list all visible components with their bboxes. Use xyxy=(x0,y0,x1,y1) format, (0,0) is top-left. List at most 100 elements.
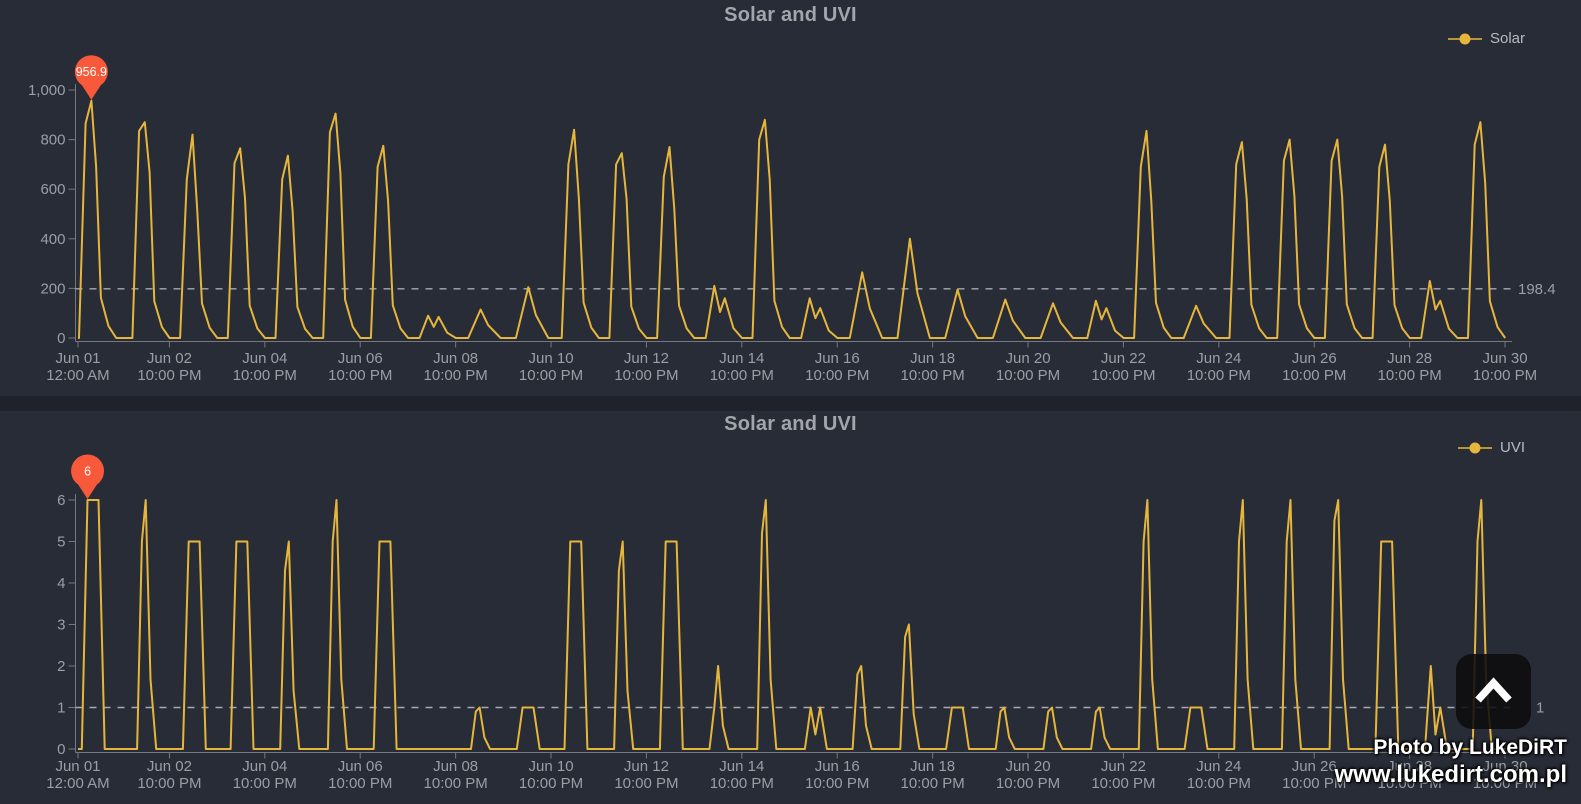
uvi-legend[interactable]: UVI xyxy=(1457,439,1525,456)
scroll-to-top-button[interactable] xyxy=(1456,654,1531,729)
y-axis: 0 200 400 600 800 1,000 xyxy=(28,82,76,347)
svg-text:10:00 PM: 10:00 PM xyxy=(805,775,869,792)
svg-text:Jun 16: Jun 16 xyxy=(815,758,860,775)
svg-text:0: 0 xyxy=(57,330,65,347)
legend-marker-icon xyxy=(1457,442,1493,454)
panel-divider xyxy=(0,396,1581,411)
svg-text:Jun 01: Jun 01 xyxy=(55,350,100,367)
svg-text:1: 1 xyxy=(57,700,65,717)
watermark-url: www.lukedirt.com.pl xyxy=(1334,760,1567,788)
svg-text:2: 2 xyxy=(57,658,65,675)
svg-text:10:00 PM: 10:00 PM xyxy=(137,775,201,792)
legend-marker-icon xyxy=(1447,33,1483,45)
svg-text:400: 400 xyxy=(40,231,65,248)
legend-label: Solar xyxy=(1489,30,1525,47)
svg-text:10:00 PM: 10:00 PM xyxy=(424,775,488,792)
svg-text:10:00 PM: 10:00 PM xyxy=(233,367,297,384)
svg-text:10:00 PM: 10:00 PM xyxy=(328,367,392,384)
svg-text:10:00 PM: 10:00 PM xyxy=(614,367,678,384)
svg-text:Jun 02: Jun 02 xyxy=(147,758,192,775)
svg-text:Jun 04: Jun 04 xyxy=(242,758,287,775)
reference-line-label: 1 xyxy=(1536,700,1544,717)
svg-text:Jun 20: Jun 20 xyxy=(1006,350,1051,367)
svg-text:Jun 12: Jun 12 xyxy=(624,758,669,775)
svg-text:Jun 30: Jun 30 xyxy=(1483,350,1528,367)
svg-text:10:00 PM: 10:00 PM xyxy=(424,367,488,384)
svg-text:Jun 06: Jun 06 xyxy=(338,350,383,367)
solar-legend[interactable]: Solar xyxy=(1447,30,1525,47)
svg-text:1,000: 1,000 xyxy=(28,82,66,99)
svg-text:Jun 02: Jun 02 xyxy=(147,350,192,367)
svg-text:10:00 PM: 10:00 PM xyxy=(1091,367,1155,384)
svg-text:Jun 08: Jun 08 xyxy=(433,350,478,367)
svg-text:Jun 10: Jun 10 xyxy=(529,758,574,775)
svg-text:800: 800 xyxy=(40,132,65,149)
svg-text:Jun 18: Jun 18 xyxy=(910,758,955,775)
svg-text:Jun 20: Jun 20 xyxy=(1006,758,1051,775)
reference-line: 198.4 xyxy=(75,281,1556,298)
svg-text:10:00 PM: 10:00 PM xyxy=(1282,367,1346,384)
reference-line-label: 198.4 xyxy=(1518,281,1556,298)
svg-text:Jun 22: Jun 22 xyxy=(1101,350,1146,367)
svg-text:Jun 30: Jun 30 xyxy=(1483,758,1528,775)
svg-text:Jun 14: Jun 14 xyxy=(719,758,764,775)
svg-text:10:00 PM: 10:00 PM xyxy=(328,775,392,792)
svg-text:12:00 AM: 12:00 AM xyxy=(46,775,109,792)
svg-text:10:00 PM: 10:00 PM xyxy=(1187,367,1251,384)
anomaly-marker[interactable]: 956.9 xyxy=(74,55,108,100)
svg-text:Jun 06: Jun 06 xyxy=(338,758,383,775)
svg-text:10:00 PM: 10:00 PM xyxy=(233,775,297,792)
svg-text:Jun 24: Jun 24 xyxy=(1196,350,1241,367)
svg-text:10:00 PM: 10:00 PM xyxy=(614,775,678,792)
watermark-author: Photo by LukeDiRT xyxy=(1373,736,1567,759)
svg-text:Jun 18: Jun 18 xyxy=(910,350,955,367)
anomaly-marker-label: 6 xyxy=(84,465,91,479)
anomaly-marker-label: 956.9 xyxy=(76,65,107,79)
svg-text:10:00 PM: 10:00 PM xyxy=(901,367,965,384)
svg-text:10:00 PM: 10:00 PM xyxy=(1378,367,1442,384)
svg-text:10:00 PM: 10:00 PM xyxy=(901,775,965,792)
solar-chart-title: Solar and UVI xyxy=(724,4,857,26)
uvi-series-line xyxy=(78,499,1506,750)
chevron-up-icon xyxy=(1456,654,1531,729)
svg-text:Jun 14: Jun 14 xyxy=(719,350,764,367)
svg-text:Jun 24: Jun 24 xyxy=(1196,758,1241,775)
svg-text:10:00 PM: 10:00 PM xyxy=(996,775,1060,792)
svg-text:Jun 12: Jun 12 xyxy=(624,350,669,367)
svg-text:Jun 28: Jun 28 xyxy=(1387,758,1432,775)
svg-text:10:00 PM: 10:00 PM xyxy=(1091,775,1155,792)
svg-text:Jun 26: Jun 26 xyxy=(1292,350,1337,367)
svg-text:10:00 PM: 10:00 PM xyxy=(1282,775,1346,792)
y-axis: 0 1 2 3 4 5 6 xyxy=(57,492,76,758)
svg-text:10:00 PM: 10:00 PM xyxy=(710,775,774,792)
solar-series-line xyxy=(78,99,1507,339)
svg-text:10:00 PM: 10:00 PM xyxy=(710,367,774,384)
svg-text:Jun 10: Jun 10 xyxy=(529,350,574,367)
svg-text:10:00 PM: 10:00 PM xyxy=(1187,775,1251,792)
svg-text:10:00 PM: 10:00 PM xyxy=(1473,775,1537,792)
svg-text:Jun 04: Jun 04 xyxy=(242,350,287,367)
svg-text:Jun 08: Jun 08 xyxy=(433,758,478,775)
svg-text:Jun 28: Jun 28 xyxy=(1387,350,1432,367)
svg-text:200: 200 xyxy=(40,280,65,297)
svg-text:10:00 PM: 10:00 PM xyxy=(805,367,869,384)
svg-text:12:00 AM: 12:00 AM xyxy=(46,367,109,384)
svg-text:0: 0 xyxy=(57,741,65,758)
svg-text:10:00 PM: 10:00 PM xyxy=(519,367,583,384)
svg-text:5: 5 xyxy=(57,534,65,551)
watermark: Photo by LukeDiRT www.lukedirt.com.pl xyxy=(1335,736,1567,789)
svg-text:Jun 26: Jun 26 xyxy=(1292,758,1337,775)
svg-text:Jun 22: Jun 22 xyxy=(1101,758,1146,775)
svg-text:10:00 PM: 10:00 PM xyxy=(1378,775,1442,792)
anomaly-marker[interactable]: 6 xyxy=(71,454,105,500)
svg-text:10:00 PM: 10:00 PM xyxy=(996,367,1060,384)
legend-label: UVI xyxy=(1499,439,1525,456)
svg-text:600: 600 xyxy=(40,181,65,198)
svg-text:10:00 PM: 10:00 PM xyxy=(1473,367,1537,384)
